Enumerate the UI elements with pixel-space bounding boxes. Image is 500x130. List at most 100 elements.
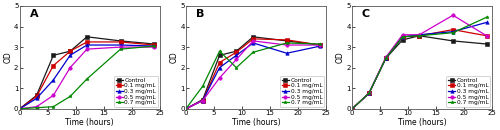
0.3 mg/mL [349, 108, 355, 110]
0.7 mg/mL [183, 108, 189, 110]
0.1 mg/mL [366, 93, 372, 94]
0.3 mg/mL [34, 98, 40, 99]
Control [400, 39, 406, 41]
0.1 mg/mL [400, 36, 406, 38]
0.3 mg/mL [50, 79, 56, 81]
0.5 mg/mL [34, 106, 40, 108]
0.5 mg/mL [216, 77, 222, 79]
0.5 mg/mL [450, 14, 456, 16]
0.3 mg/mL [84, 44, 90, 46]
0.3 mg/mL [200, 100, 206, 101]
Line: 0.3 mg/mL: 0.3 mg/mL [350, 21, 488, 110]
Control [16, 108, 22, 110]
Y-axis label: OD: OD [4, 51, 13, 63]
0.7 mg/mL [50, 106, 56, 108]
0.3 mg/mL [284, 53, 290, 54]
Text: C: C [362, 9, 370, 19]
0.3 mg/mL [183, 108, 189, 110]
0.1 mg/mL [200, 100, 206, 101]
0.5 mg/mL [50, 95, 56, 96]
0.1 mg/mL [118, 41, 124, 43]
0.7 mg/mL [34, 107, 40, 109]
Control [200, 99, 206, 100]
0.3 mg/mL [67, 54, 73, 56]
0.1 mg/mL [67, 50, 73, 52]
Control [183, 108, 189, 110]
0.7 mg/mL [234, 67, 239, 68]
0.5 mg/mL [67, 67, 73, 68]
0.3 mg/mL [216, 67, 222, 68]
Control [216, 54, 222, 56]
0.7 mg/mL [16, 108, 22, 110]
0.1 mg/mL [216, 62, 222, 63]
Line: 0.1 mg/mL: 0.1 mg/mL [18, 40, 156, 110]
Line: 0.3 mg/mL: 0.3 mg/mL [18, 43, 156, 110]
0.7 mg/mL [318, 43, 324, 45]
0.5 mg/mL [284, 44, 290, 46]
0.3 mg/mL [450, 31, 456, 32]
0.1 mg/mL [484, 35, 490, 37]
0.7 mg/mL [366, 93, 372, 94]
X-axis label: Time (hours): Time (hours) [232, 118, 280, 126]
Line: 0.7 mg/mL: 0.7 mg/mL [350, 16, 488, 110]
0.5 mg/mL [484, 35, 490, 37]
Line: 0.7 mg/mL: 0.7 mg/mL [184, 41, 322, 110]
0.5 mg/mL [318, 44, 324, 46]
Control [484, 43, 490, 45]
Control [50, 54, 56, 56]
0.3 mg/mL [383, 58, 389, 59]
X-axis label: Time (hours): Time (hours) [398, 118, 446, 126]
Control [284, 40, 290, 42]
0.1 mg/mL [349, 108, 355, 110]
0.7 mg/mL [250, 51, 256, 53]
Control [84, 36, 90, 38]
0.1 mg/mL [284, 39, 290, 41]
Control [416, 35, 422, 37]
Text: B: B [196, 9, 204, 19]
0.7 mg/mL [349, 108, 355, 110]
0.5 mg/mL [416, 34, 422, 35]
0.1 mg/mL [84, 41, 90, 43]
0.7 mg/mL [383, 58, 389, 59]
0.3 mg/mL [484, 22, 490, 23]
0.5 mg/mL [234, 59, 239, 60]
Control [118, 40, 124, 42]
Control [383, 58, 389, 59]
0.5 mg/mL [383, 57, 389, 58]
0.7 mg/mL [484, 17, 490, 18]
0.5 mg/mL [250, 40, 256, 42]
0.1 mg/mL [416, 35, 422, 37]
0.5 mg/mL [84, 48, 90, 50]
Control [234, 50, 239, 52]
0.3 mg/mL [250, 42, 256, 44]
Line: 0.5 mg/mL: 0.5 mg/mL [18, 45, 156, 110]
Y-axis label: OD: OD [336, 51, 345, 63]
Line: Control: Control [350, 34, 488, 110]
Line: 0.1 mg/mL: 0.1 mg/mL [184, 37, 322, 110]
0.1 mg/mL [450, 29, 456, 30]
0.7 mg/mL [450, 32, 456, 33]
0.3 mg/mL [400, 36, 406, 38]
0.1 mg/mL [318, 44, 324, 46]
Legend: Control, 0.1 mg/mL, 0.3 mg/mL, 0.5 mg/mL, 0.7 mg/mL: Control, 0.1 mg/mL, 0.3 mg/mL, 0.5 mg/mL… [280, 76, 324, 107]
0.1 mg/mL [34, 96, 40, 97]
0.7 mg/mL [151, 45, 157, 47]
0.7 mg/mL [200, 85, 206, 87]
Control [34, 95, 40, 96]
Control [366, 93, 372, 94]
0.3 mg/mL [366, 93, 372, 94]
0.5 mg/mL [118, 46, 124, 48]
Legend: Control, 0.1 mg/mL, 0.3 mg/mL, 0.5 mg/mL, 0.7 mg/mL: Control, 0.1 mg/mL, 0.3 mg/mL, 0.5 mg/mL… [446, 76, 490, 107]
0.1 mg/mL [383, 58, 389, 59]
0.5 mg/mL [151, 46, 157, 48]
0.3 mg/mL [318, 45, 324, 47]
Control [67, 50, 73, 52]
0.1 mg/mL [234, 51, 239, 53]
Control [349, 108, 355, 110]
0.3 mg/mL [151, 45, 157, 47]
X-axis label: Time (hours): Time (hours) [66, 118, 114, 126]
0.7 mg/mL [416, 35, 422, 37]
Line: 0.3 mg/mL: 0.3 mg/mL [184, 41, 322, 110]
0.7 mg/mL [400, 36, 406, 38]
0.7 mg/mL [284, 42, 290, 44]
